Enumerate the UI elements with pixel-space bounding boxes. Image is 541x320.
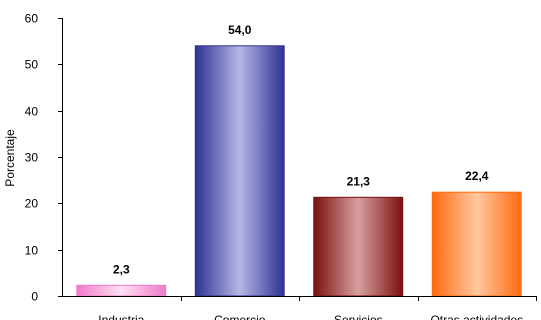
- y-tick-label: 50: [25, 58, 39, 72]
- x-tick-label: Comercio: [214, 313, 266, 320]
- y-tick-label: 0: [31, 290, 38, 304]
- y-tick-label: 30: [25, 151, 39, 165]
- x-tick-label: Otras actividades: [430, 313, 523, 320]
- x-tick-label: Servicios: [334, 313, 383, 320]
- bars: 2,3 54,0 21,3 22,4: [76, 23, 522, 297]
- y-tick-label: 40: [25, 105, 39, 119]
- y-tick-label: 10: [25, 244, 39, 258]
- x-tick-label: Industria: [98, 313, 144, 320]
- bar-comercio: [194, 45, 285, 297]
- bar-industria: [76, 284, 167, 297]
- y-tick-label: 60: [25, 12, 39, 26]
- x-axis-ticks: Industria Comercio Servicios Otras activida…: [98, 296, 537, 320]
- bar-servicios: [313, 196, 404, 297]
- bar-value-label: 54,0: [228, 23, 252, 37]
- bar-value-label: 21,3: [347, 174, 371, 188]
- y-tick-label: 20: [25, 197, 39, 211]
- bar-value-label: 2,3: [113, 262, 130, 276]
- bar-otras-actividades: [431, 191, 522, 297]
- y-axis-title: Porcentaje: [3, 129, 17, 187]
- bar-value-label: 22,4: [465, 169, 489, 183]
- y-axis-ticks: 0 10 20 30 40 50 60: [25, 12, 62, 304]
